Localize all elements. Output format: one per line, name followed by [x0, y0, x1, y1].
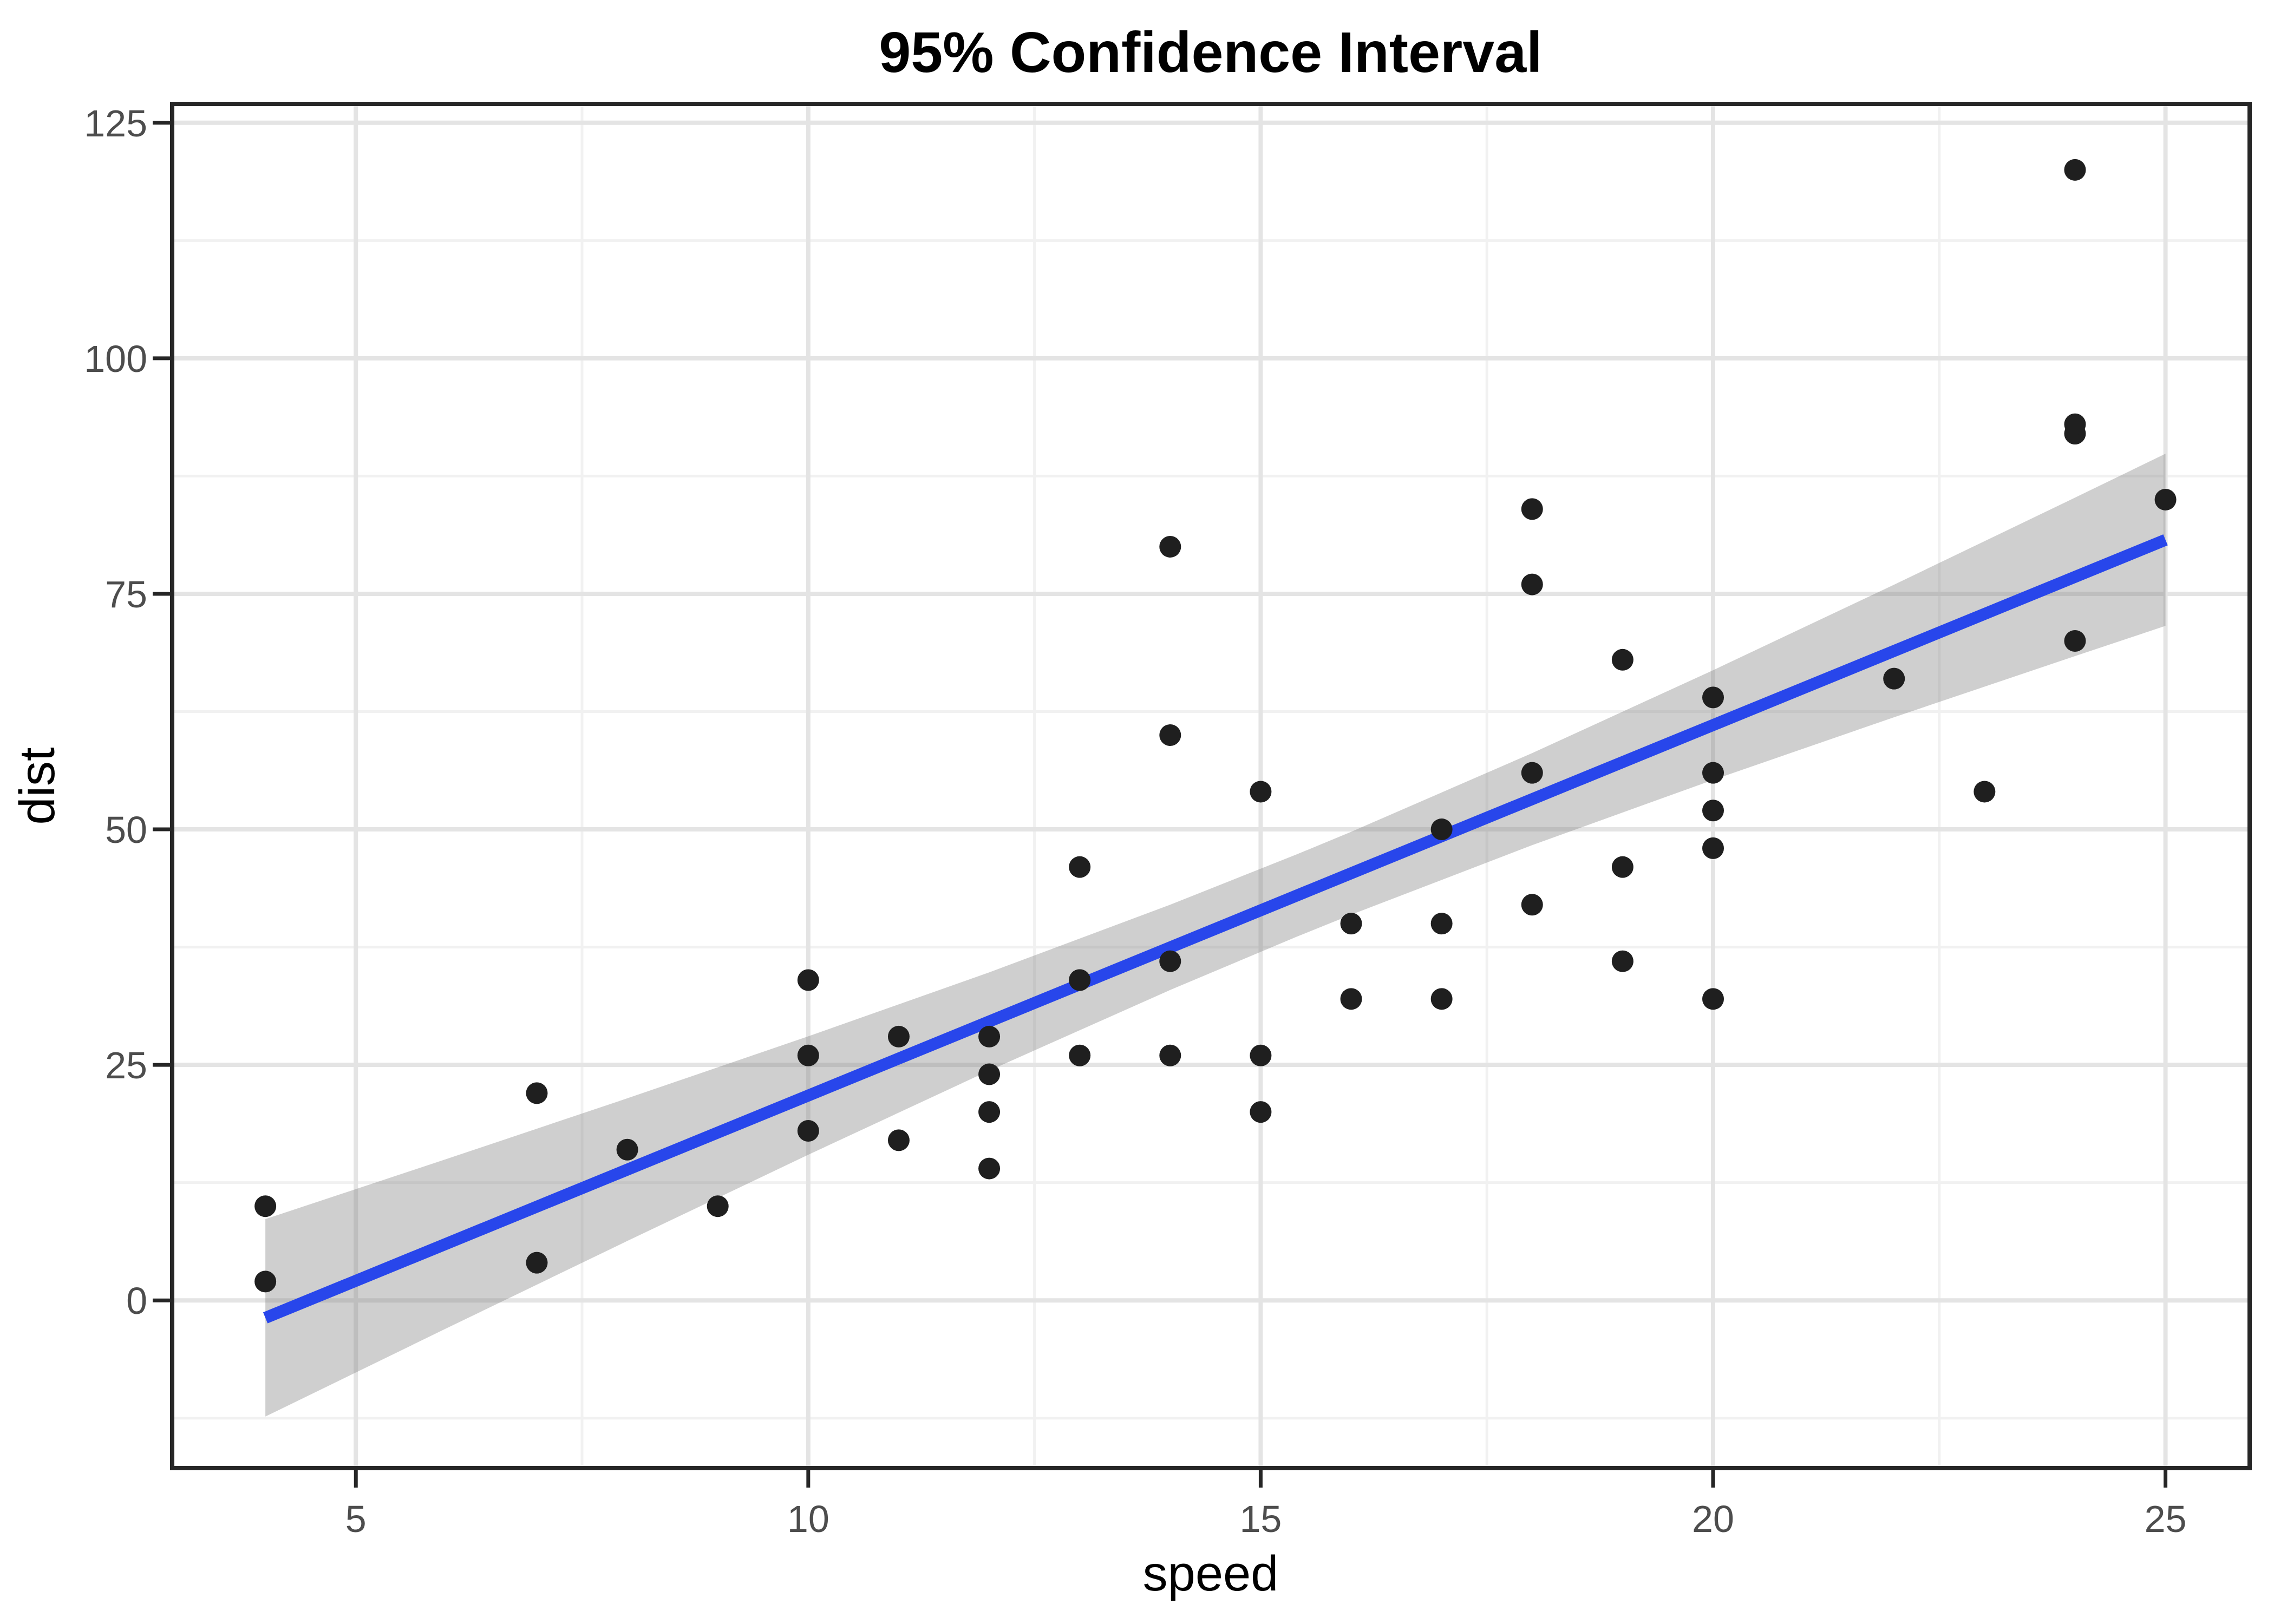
data-point — [1159, 950, 1181, 972]
panel-border — [170, 102, 2252, 1470]
data-point — [2064, 413, 2086, 435]
data-point — [254, 1271, 277, 1293]
data-point — [1521, 573, 1543, 595]
data-point — [1611, 856, 1633, 878]
data-point — [797, 969, 819, 991]
x-axis-title: speed — [1143, 1546, 1279, 1601]
data-point — [1250, 1044, 1272, 1066]
data-point — [1430, 913, 1453, 935]
data-point — [1069, 1044, 1091, 1066]
gridlines-minor — [172, 104, 2250, 1468]
data-point — [1611, 649, 1633, 671]
data-point — [887, 1025, 910, 1047]
data-point — [707, 1195, 729, 1217]
data-point — [978, 1025, 1001, 1047]
x-tick-label: 10 — [787, 1498, 829, 1540]
axis-tick-marks — [153, 121, 2168, 1488]
data-point — [1702, 686, 1724, 709]
data-point — [1521, 762, 1543, 784]
data-point — [1250, 1101, 1272, 1123]
data-point — [887, 1129, 910, 1151]
data-point — [526, 1252, 548, 1274]
y-tick-label: 25 — [105, 1044, 147, 1086]
regression-line — [263, 534, 2168, 1324]
x-tick-label: 5 — [345, 1498, 367, 1540]
data-point — [1340, 913, 1362, 935]
plot-title: 95% Confidence Interval — [879, 21, 1542, 84]
y-tick-label: 100 — [84, 338, 147, 380]
data-point — [1340, 988, 1362, 1010]
data-point — [1159, 1044, 1181, 1066]
data-point — [1430, 988, 1453, 1010]
x-tick-label: 25 — [2145, 1498, 2187, 1540]
data-point — [2064, 159, 2086, 181]
data-points — [254, 159, 2177, 1293]
data-point — [526, 1082, 548, 1104]
data-point — [1069, 969, 1091, 991]
x-tick-label: 15 — [1239, 1498, 1282, 1540]
y-axis-title: dist — [10, 747, 65, 824]
data-point — [1430, 818, 1453, 841]
data-point — [1069, 856, 1091, 878]
data-point — [1611, 950, 1633, 972]
data-point — [978, 1063, 1001, 1085]
data-point — [1702, 837, 1724, 859]
data-point — [1883, 667, 1905, 690]
data-point — [978, 1157, 1001, 1180]
y-tick-label: 50 — [105, 809, 147, 851]
y-tick-label: 75 — [105, 573, 147, 615]
x-tick-label: 20 — [1692, 1498, 1734, 1540]
data-point — [797, 1119, 819, 1142]
data-point — [978, 1101, 1001, 1123]
data-point — [1702, 800, 1724, 822]
x-axis-tick-labels: 5 10 15 20 25 — [345, 1498, 2187, 1540]
y-axis-tick-labels: 0 25 50 75 100 125 — [84, 102, 147, 1322]
y-tick-label: 0 — [126, 1280, 147, 1322]
data-point — [254, 1195, 277, 1217]
data-point — [2064, 630, 2086, 652]
data-point — [1159, 535, 1181, 558]
data-point — [1521, 498, 1543, 520]
y-tick-label: 125 — [84, 102, 147, 145]
data-point — [2154, 488, 2177, 510]
data-point — [1521, 894, 1543, 916]
data-point — [797, 1044, 819, 1066]
data-point — [1702, 988, 1724, 1010]
data-point — [616, 1138, 638, 1161]
data-point — [1159, 724, 1181, 746]
data-point — [1250, 781, 1272, 803]
data-point — [1974, 781, 1996, 803]
data-point — [1702, 762, 1724, 784]
